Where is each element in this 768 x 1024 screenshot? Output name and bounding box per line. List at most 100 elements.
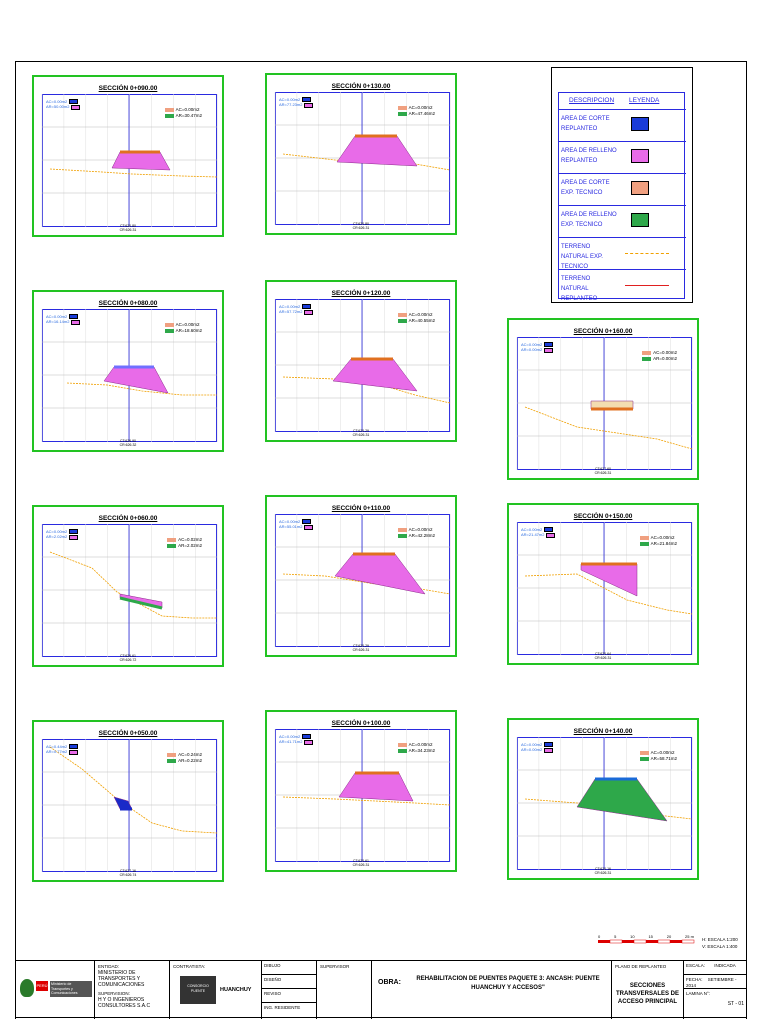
section-drawing xyxy=(274,92,451,225)
legend-header-description: DESCRIPCION xyxy=(569,97,615,104)
section-title: SECCIÓN 0+110.00 xyxy=(331,505,391,512)
section-title: SECCIÓN 0+150.00 xyxy=(573,513,633,520)
section-areas: AC=0.24m2 AR=0.22m2 xyxy=(167,752,202,764)
cross-section-panel: SECCIÓN 0+130.00 AC=0.00m2 AR=77.23m2 AC=… xyxy=(265,73,457,235)
terrain-exp-line xyxy=(625,253,669,254)
cross-section-panel: SECCIÓN 0+160.00 AC=0.00m2 AR=0.00m2 AC=0… xyxy=(507,318,699,480)
section-fill xyxy=(338,772,414,802)
section-fill xyxy=(111,151,171,171)
cut-exp-swatch xyxy=(631,181,649,195)
plan-title-cell: PLANO DE REPLANTEO SECCIONES TRANSVERSAL… xyxy=(612,961,684,1019)
signatures-cell: DIBUJO DISEÑO REVISO ING. RESIDENTE xyxy=(262,961,317,1019)
terrain-line xyxy=(49,168,218,178)
section-title: SECCIÓN 0+140.00 xyxy=(573,728,633,735)
terrain-line xyxy=(524,573,693,615)
section-elevations: CT:620.29 CR:626.31 xyxy=(352,644,370,652)
terrain-line xyxy=(66,382,217,396)
coat-of-arms-icon xyxy=(20,979,34,997)
section-legend-left: AC=0.00m2 AR=57.72m2 xyxy=(279,304,314,315)
section-fill xyxy=(580,563,638,597)
legend-row: AREA DE RELLENO EXP. TECNICO xyxy=(559,205,686,237)
vertical-scale: V: ESCALA 1:400 xyxy=(702,944,738,949)
section-elevations: CT:627.60 CR:626.31 xyxy=(594,467,612,475)
cross-section-panel: SECCIÓN 0+080.00 AC=0.00m2 AR=16.14m2 AC=… xyxy=(32,290,224,452)
section-elevations: CT:626.61 CR:626.72 xyxy=(119,654,137,662)
section-areas: AC=0.00m2 AR=18.60m2 xyxy=(164,322,202,334)
drawing-sheet xyxy=(15,61,747,1018)
section-legend-left: AC=0.00m2 AR=0.00m2 xyxy=(521,742,554,753)
legend-row: AREA DE CORTE EXP. TECNICO xyxy=(559,173,686,205)
terrain-line xyxy=(282,796,451,806)
section-title: SECCIÓN 0+090.00 xyxy=(98,85,158,92)
section-elevations: CT:620.61 CR:626.31 xyxy=(352,859,370,867)
section-drawing xyxy=(41,309,218,442)
cut-replanteo-swatch xyxy=(631,117,649,131)
section-drawing xyxy=(274,514,451,647)
section-title: SECCIÓN 0+060.00 xyxy=(98,515,158,522)
fill-replanteo-swatch xyxy=(631,149,649,163)
cross-section-panel: SECCIÓN 0+050.00 AC=0.44m2 AR=0.77m2 AC=0… xyxy=(32,720,224,882)
section-legend-left: AC=0.00m2 AR=2.02m2 xyxy=(46,529,79,540)
section-fill xyxy=(332,358,418,392)
section-title: SECCIÓN 0+100.00 xyxy=(331,720,391,727)
project-cell: OBRA: REHABILITACION DE PUENTES PAQUETE … xyxy=(372,961,612,1019)
section-legend-left: AC=0.00m2 AR=16.14m2 xyxy=(46,314,81,325)
section-elevations: CT:620.80 CR:626.31 xyxy=(352,222,370,230)
sheet-info-cell: ESCALA: INDICADA FECHA: SETIEMBRE - 2014… xyxy=(684,961,747,1019)
cross-section-panel: SECCIÓN 0+090.00 AC=0.00m2 AR=50.00m2 AC=… xyxy=(32,75,224,237)
section-elevations: CT:620.64 CR:626.31 xyxy=(594,652,612,660)
section-drawing xyxy=(516,337,693,470)
section-areas: AC=0.02m2 AR=2.02m2 xyxy=(167,537,202,549)
section-legend-left: AC=0.00m2 AR=50.00m2 xyxy=(46,99,81,110)
terrain-line xyxy=(524,406,693,450)
logo-cell: PERÚ Ministerio de Transportes y Comunic… xyxy=(15,961,95,1019)
section-areas: AC=0.00m2 AR=47.46m2 xyxy=(397,105,435,117)
legend-row: AREA DE CORTE REPLANTEO xyxy=(559,109,686,141)
section-elevations: CT:620.29 CR:626.31 xyxy=(352,429,370,437)
section-areas: AC=0.00m2 AR=34.23m2 xyxy=(397,742,435,754)
section-areas: AC=0.00m2 AR=21.84m2 xyxy=(639,535,677,547)
section-title: SECCIÓN 0+050.00 xyxy=(98,730,158,737)
section-legend-left: AC=0.00m2 AR=21.47m2 xyxy=(521,527,556,538)
section-areas: AC=0.00m2 AR=30.47m2 xyxy=(164,107,202,119)
section-elevations: CT:620.80 CR:626.31 xyxy=(119,224,137,232)
section-title: SECCIÓN 0+080.00 xyxy=(98,300,158,307)
graphic-scale: 0 5 10 15 20 25 m H: ESCALA 1:200 V: ESCALA 1… xyxy=(598,934,738,949)
cross-section-panel: SECCIÓN 0+060.00 AC=0.00m2 AR=2.02m2 AC=0… xyxy=(32,505,224,667)
terrain-line xyxy=(49,746,218,834)
horizontal-scale: H: ESCALA 1:200 xyxy=(702,937,738,942)
section-title: SECCIÓN 0+120.00 xyxy=(331,290,391,297)
section-title: SECCIÓN 0+130.00 xyxy=(331,83,391,90)
terrain-replanteo-line xyxy=(625,285,669,286)
section-drawing xyxy=(41,739,218,872)
pavement-top xyxy=(119,596,163,610)
section-elevations: CT:620.16 CR:626.31 xyxy=(594,867,612,875)
terrain-line xyxy=(524,798,693,820)
section-areas: AC=0.00m2 AR=42.28m2 xyxy=(397,527,435,539)
section-fill xyxy=(336,135,418,167)
section-fill xyxy=(103,366,169,394)
section-drawing xyxy=(41,94,218,227)
cross-section-panel: SECCIÓN 0+140.00 AC=0.00m2 AR=0.00m2 AC=0… xyxy=(507,718,699,880)
legend-table: DESCRIPCION LEYENDA AREA DE CORTE REPLAN… xyxy=(551,67,693,303)
section-drawing xyxy=(274,729,451,862)
entity-cell: ENTIDAD: MINISTERIO DE TRANSPORTES Y COMU… xyxy=(95,961,170,1019)
section-drawing xyxy=(516,522,693,655)
cross-section-panel: SECCIÓN 0+120.00 AC=0.00m2 AR=57.72m2 AC=… xyxy=(265,280,457,442)
terrain-line xyxy=(282,376,451,404)
section-drawing xyxy=(274,299,451,432)
legend-row: AREA DE RELLENO REPLANTEO xyxy=(559,141,686,173)
contractor-cell: CONTRATISTA: CONSORCIO PUENTE HUANCHUY xyxy=(170,961,262,1019)
section-fill xyxy=(334,553,426,595)
section-fill xyxy=(576,778,668,822)
section-legend-left: AC=0.44m2 AR=0.77m2 xyxy=(46,744,79,755)
section-legend-left: AC=0.00m2 AR=55.01m2 xyxy=(279,519,314,530)
section-areas: AC=0.00m2 AR=0.00m2 xyxy=(642,350,677,362)
section-areas: AC=0.00m2 AR=58.71m2 xyxy=(639,750,677,762)
legend-row: TERRENO NATURAL EXP. TECNICO xyxy=(559,237,686,270)
section-legend-left: AC=0.00m2 AR=77.23m2 xyxy=(279,97,314,108)
section-elevations: CT:626.90 CR:626.32 xyxy=(119,439,137,447)
section-legend-left: AC=0.00m2 AR=41.71m2 xyxy=(279,734,314,745)
cross-section-panel: SECCIÓN 0+100.00 AC=0.00m2 AR=41.71m2 AC=… xyxy=(265,710,457,872)
terrain-line xyxy=(49,551,217,619)
